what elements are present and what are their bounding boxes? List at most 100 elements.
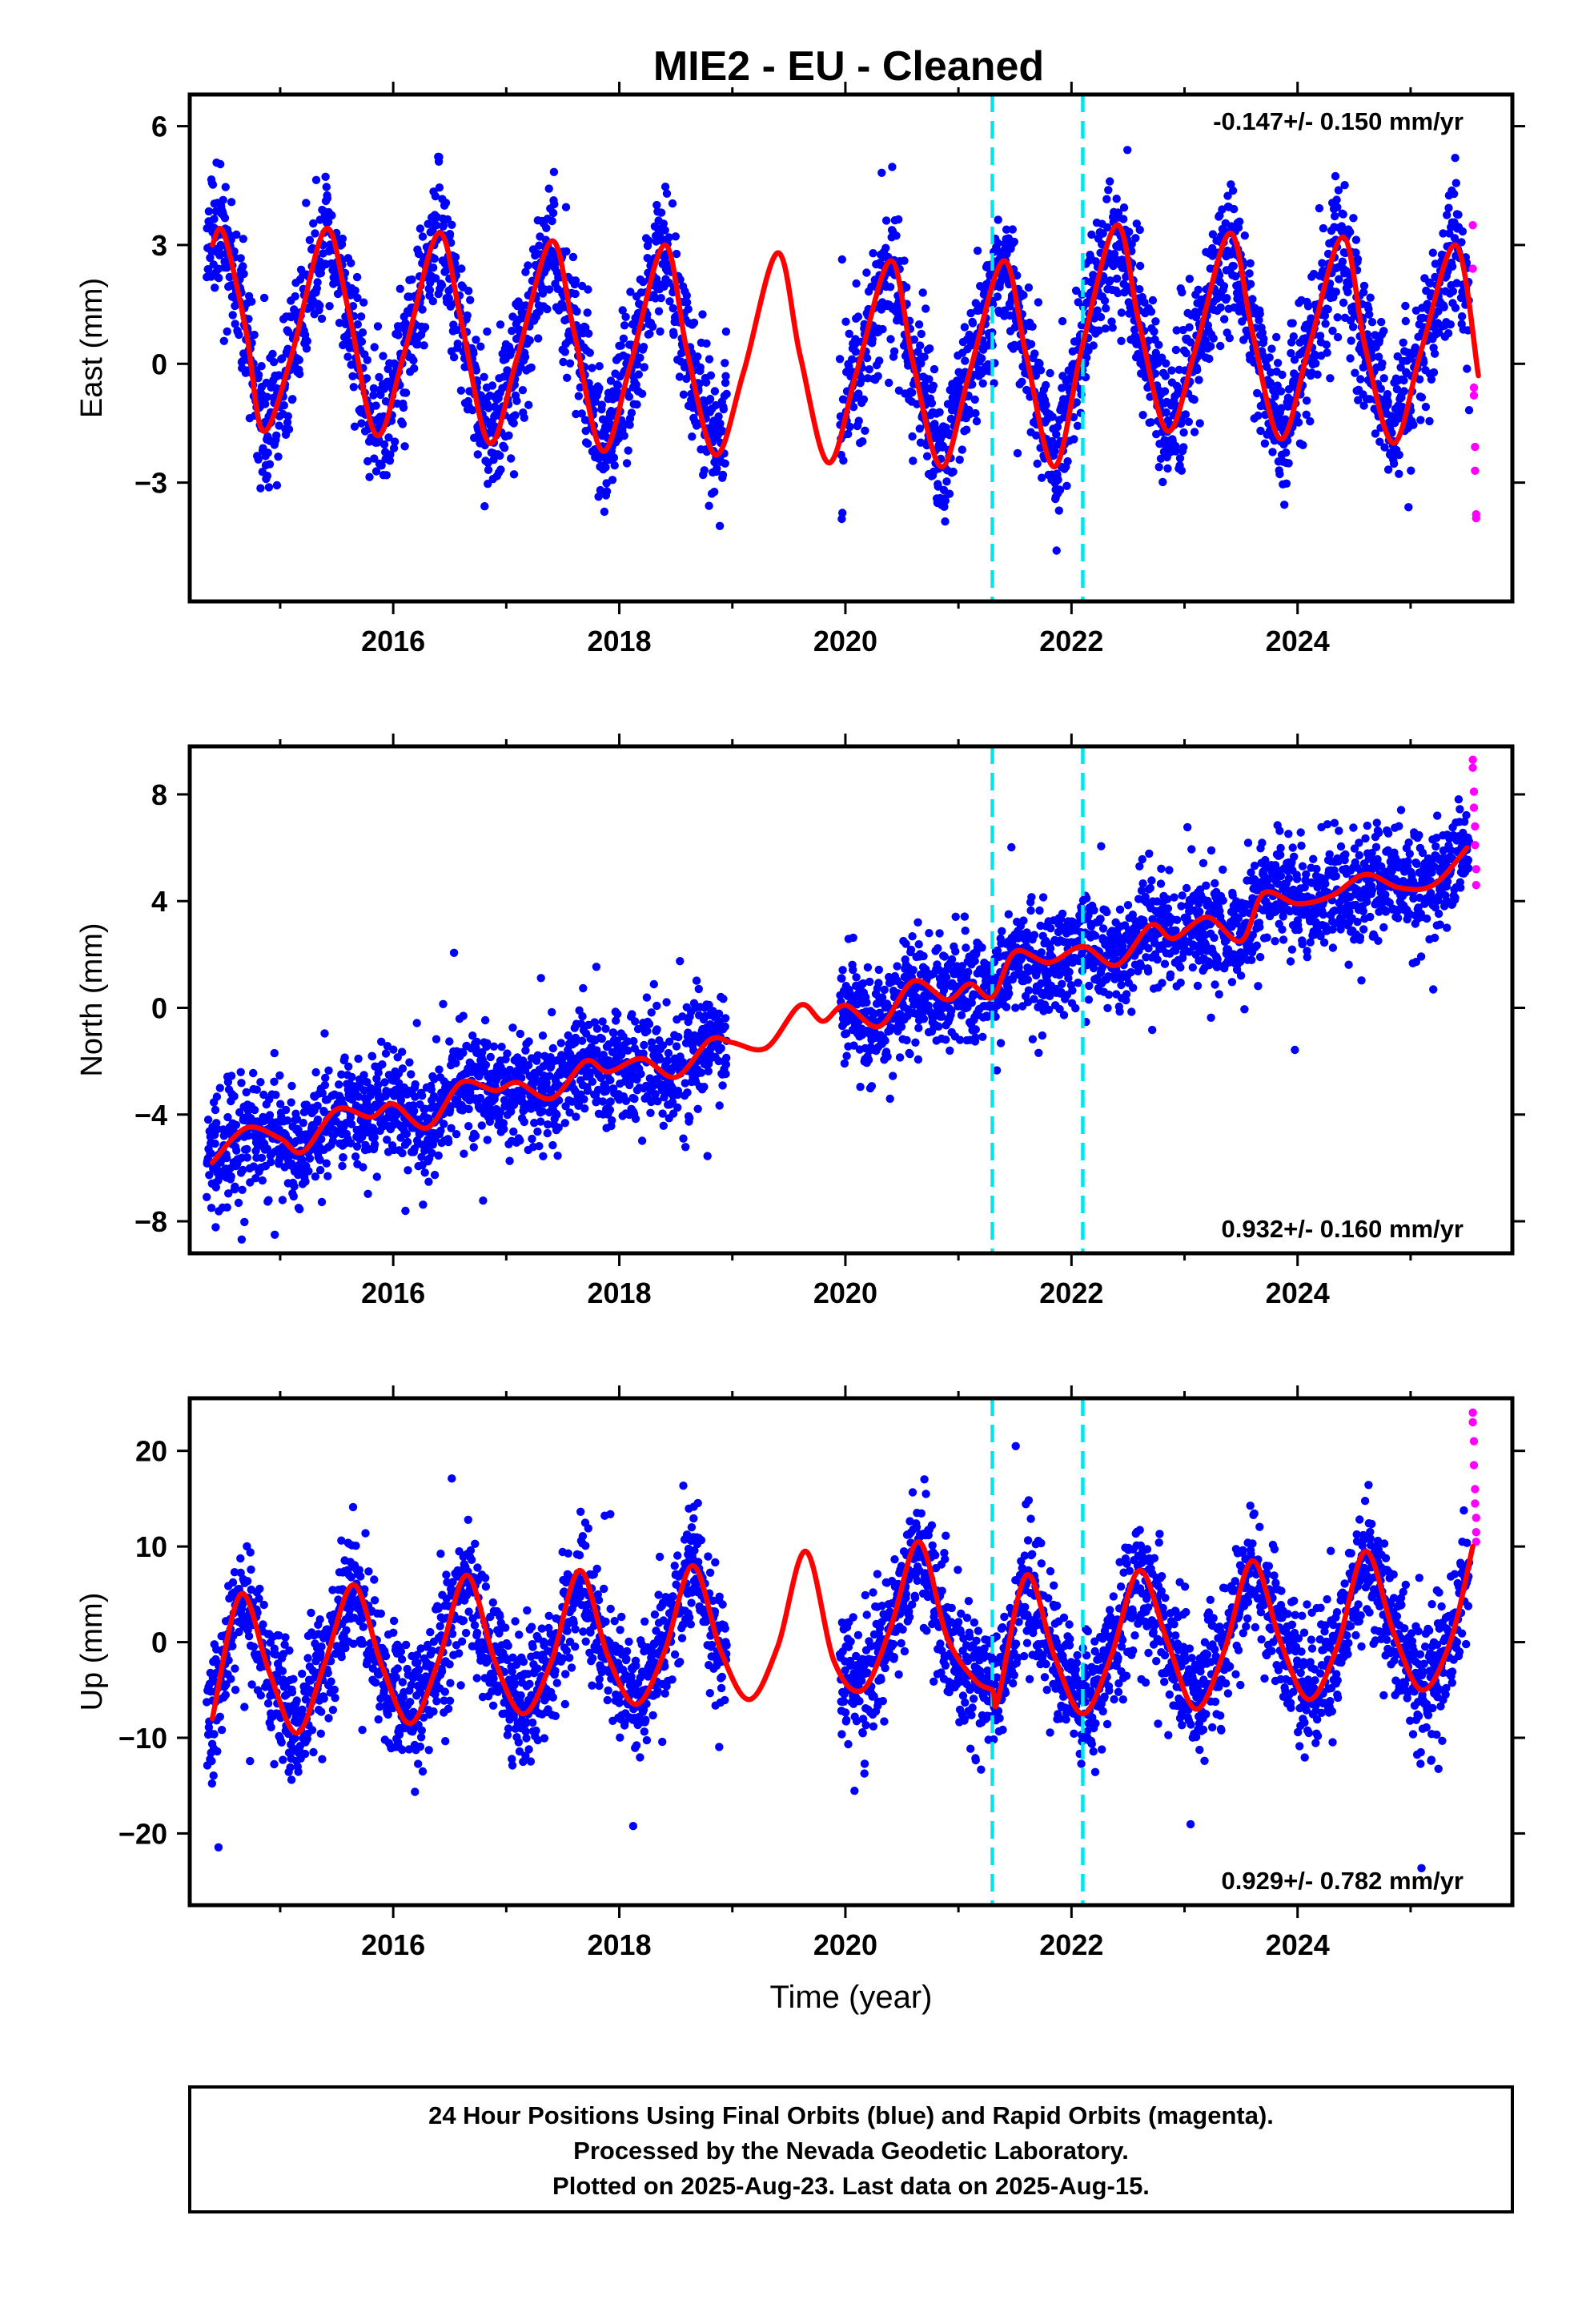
- east-final-point: [399, 403, 408, 412]
- east-final-point: [665, 297, 674, 306]
- east-final-point: [1035, 359, 1044, 368]
- north-final-point: [721, 1022, 729, 1031]
- north-final-point: [355, 1079, 365, 1088]
- east-final-point: [1115, 239, 1124, 248]
- north-final-point: [863, 963, 873, 972]
- east-final-point: [971, 299, 981, 308]
- east-final-point: [1193, 365, 1202, 375]
- east-final-point: [1032, 431, 1041, 440]
- east-final-point: [698, 310, 707, 319]
- east-final-point: [1013, 448, 1022, 458]
- east-final-point: [718, 470, 728, 480]
- north-final-point: [351, 1152, 360, 1161]
- east-final-point: [926, 344, 934, 353]
- east-final-point: [396, 284, 404, 293]
- north-final-point: [659, 1121, 668, 1131]
- east-final-point: [208, 180, 218, 189]
- east-final-point: [264, 483, 274, 492]
- east-rapid-point: [1468, 221, 1477, 230]
- north-final-point: [410, 1107, 419, 1116]
- east-final-point: [652, 200, 661, 210]
- north-final-point: [252, 1085, 261, 1094]
- east-final-point: [1208, 243, 1217, 253]
- east-final-point: [930, 364, 939, 374]
- east-final-point: [309, 219, 318, 228]
- east-final-point: [721, 459, 729, 468]
- east-final-point: [918, 288, 927, 297]
- east-final-point: [534, 334, 543, 343]
- east-final-point: [654, 307, 664, 316]
- north-final-point: [317, 1197, 327, 1207]
- east-final-point: [1464, 406, 1474, 415]
- east-final-point: [1333, 332, 1343, 342]
- east-final-point: [484, 404, 493, 412]
- east-final-point: [1140, 298, 1149, 307]
- east-final-point: [1185, 323, 1194, 332]
- north-final-point: [315, 1165, 325, 1175]
- east-final-point: [1053, 422, 1062, 432]
- east-final-point: [1028, 322, 1037, 331]
- east-final-point: [203, 265, 213, 274]
- east-final-point: [323, 217, 333, 227]
- north-final-point: [344, 1062, 353, 1072]
- east-final-point: [543, 304, 552, 314]
- east-final-point: [561, 203, 571, 211]
- east-final-point: [1034, 298, 1043, 307]
- east-rapid-point: [1469, 383, 1479, 392]
- east-final-point: [1055, 485, 1065, 495]
- east-final-point: [352, 272, 362, 282]
- north-final-point: [404, 1166, 412, 1175]
- east-final-point: [1299, 440, 1307, 449]
- north-final-point: [383, 1136, 391, 1144]
- north-final-orbit-points: [203, 795, 1474, 1244]
- east-final-point: [1010, 237, 1019, 247]
- north-final-point: [243, 1144, 251, 1154]
- north-final-point: [347, 1120, 356, 1129]
- east-final-point: [1135, 261, 1145, 271]
- east-final-point: [1397, 393, 1406, 402]
- east-final-point: [1409, 420, 1418, 429]
- east-final-point: [577, 409, 586, 418]
- east-final-point: [1366, 293, 1375, 302]
- east-final-point: [1266, 378, 1275, 388]
- north-final-point: [249, 1162, 259, 1171]
- east-final-point: [263, 448, 272, 457]
- north-final-point: [321, 1073, 330, 1083]
- east-y-tick-label: 3: [151, 229, 167, 262]
- east-final-point: [1208, 230, 1218, 239]
- east-final-point: [295, 369, 304, 379]
- east-final-point: [597, 400, 606, 409]
- north-final-point: [656, 1055, 665, 1064]
- east-final-point: [1089, 341, 1098, 350]
- east-final-point: [1333, 203, 1342, 211]
- east-final-point: [941, 517, 950, 526]
- north-final-point: [520, 1117, 528, 1127]
- north-final-point: [486, 1052, 495, 1062]
- east-final-point: [520, 352, 530, 361]
- east-final-point: [1354, 396, 1363, 404]
- north-final-point: [367, 1051, 377, 1061]
- north-final-point: [640, 1040, 648, 1050]
- east-final-point: [259, 293, 269, 303]
- east-final-point: [839, 456, 848, 465]
- east-final-point: [1268, 448, 1277, 456]
- north-final-point: [237, 1079, 246, 1088]
- east-x-tick-label: 2020: [813, 625, 877, 657]
- east-final-point: [1160, 387, 1170, 396]
- east-final-point: [544, 184, 553, 193]
- east-final-point: [1235, 217, 1244, 226]
- east-final-point: [1146, 308, 1156, 316]
- east-final-point: [247, 297, 256, 306]
- east-final-point: [1351, 368, 1359, 377]
- east-final-point: [379, 352, 387, 360]
- east-final-point: [357, 419, 366, 428]
- east-final-point: [362, 374, 371, 383]
- north-final-point: [642, 993, 652, 1002]
- east-final-point: [721, 327, 731, 336]
- east-final-point: [1042, 380, 1050, 390]
- east-final-point: [583, 308, 592, 317]
- north-final-point: [902, 1035, 911, 1045]
- north-final-point: [572, 1112, 580, 1121]
- north-final-point: [250, 1105, 259, 1115]
- north-final-point: [481, 1060, 491, 1070]
